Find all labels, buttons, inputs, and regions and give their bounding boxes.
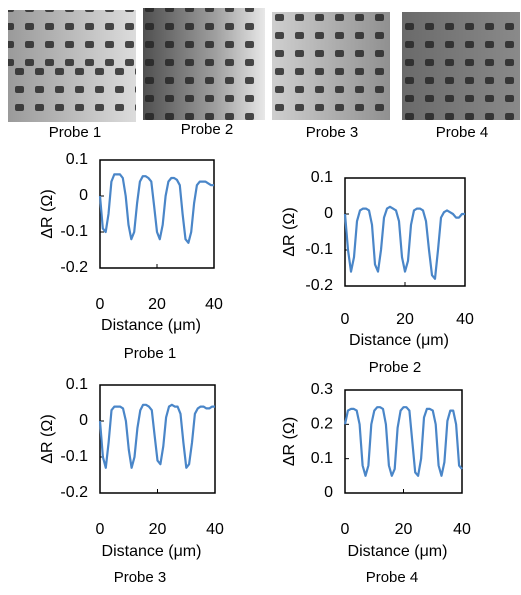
x-tick-label: 40 <box>453 521 471 538</box>
x-tick-label: 20 <box>396 311 414 328</box>
x-tick-label: 40 <box>456 311 474 328</box>
y-tick-label: 0 <box>324 484 333 501</box>
image-caption: Probe 3 <box>306 124 359 141</box>
probe-image <box>143 8 265 120</box>
y-axis-label: ΔR (Ω) <box>39 414 56 463</box>
chart-caption: Probe 2 <box>369 359 422 376</box>
x-axis-label: Distance (μm) <box>348 543 448 560</box>
y-tick-label: 0 <box>79 187 88 204</box>
x-tick-label: 20 <box>395 521 413 538</box>
image-caption: Probe 2 <box>181 121 234 138</box>
x-tick-label: 0 <box>341 311 350 328</box>
x-tick-label: 20 <box>148 296 166 313</box>
y-tick-label: 0.2 <box>311 416 333 433</box>
x-tick-label: 20 <box>149 521 167 538</box>
plot-frame <box>99 384 216 494</box>
chart-caption: Probe 4 <box>366 569 419 586</box>
data-line <box>98 173 214 244</box>
image-caption: Probe 4 <box>436 124 489 141</box>
data-line <box>98 403 215 469</box>
y-tick-label: 0.1 <box>66 376 88 393</box>
x-axis-label: Distance (μm) <box>101 317 201 334</box>
y-tick-label: -0.2 <box>60 484 88 501</box>
x-tick-label: 0 <box>96 521 105 538</box>
chart-caption: Probe 3 <box>114 569 167 586</box>
x-tick-label: 40 <box>206 521 224 538</box>
y-tick-label: 0.1 <box>311 169 333 186</box>
y-axis-label: ΔR (Ω) <box>281 207 298 256</box>
probe-image <box>8 10 136 122</box>
y-tick-label: -0.1 <box>60 448 88 465</box>
x-tick-label: 0 <box>341 521 350 538</box>
chart-caption: Probe 1 <box>124 345 177 362</box>
x-axis-label: Distance (μm) <box>102 543 202 560</box>
x-axis-label: Distance (μm) <box>349 332 449 349</box>
y-axis-label: ΔR (Ω) <box>281 417 298 466</box>
y-tick-label: -0.2 <box>60 259 88 276</box>
y-tick-label: 0 <box>324 205 333 222</box>
plot-frame <box>344 389 463 494</box>
y-tick-label: 0.1 <box>66 151 88 168</box>
y-tick-label: 0.1 <box>311 450 333 467</box>
data-line <box>343 205 465 280</box>
y-tick-label: -0.2 <box>305 277 333 294</box>
plot-frame <box>99 159 215 269</box>
y-tick-label: -0.1 <box>305 241 333 258</box>
y-axis-label: ΔR (Ω) <box>39 189 56 238</box>
y-tick-label: 0 <box>79 412 88 429</box>
probe-image <box>402 12 520 120</box>
x-tick-label: 0 <box>96 296 105 313</box>
y-tick-label: -0.1 <box>60 223 88 240</box>
y-tick-label: 0.3 <box>311 381 333 398</box>
x-tick-label: 40 <box>205 296 223 313</box>
data-line <box>343 406 463 477</box>
probe-image <box>272 12 390 120</box>
image-caption: Probe 1 <box>49 124 102 141</box>
